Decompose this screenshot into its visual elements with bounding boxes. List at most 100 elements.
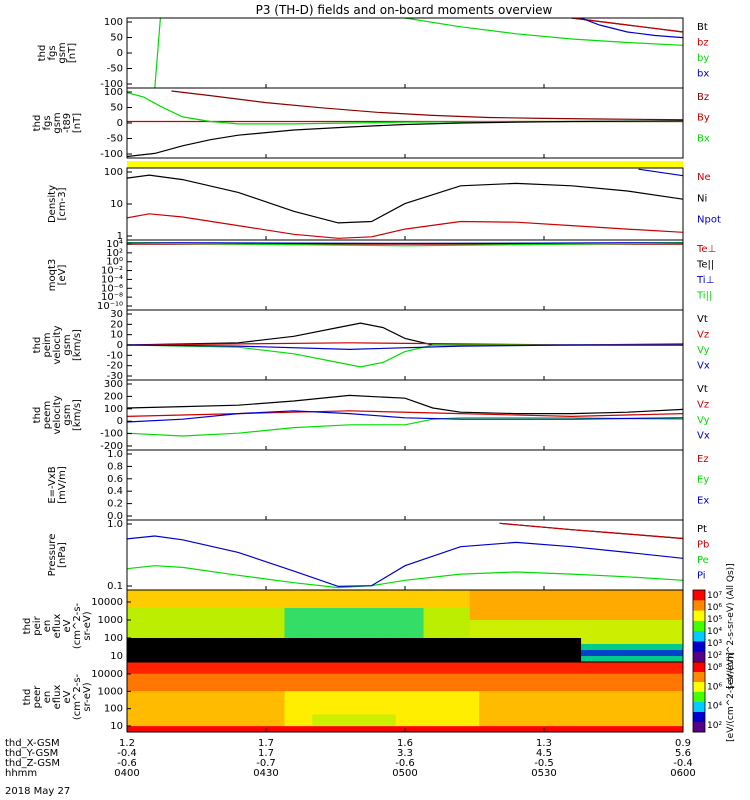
spectrogram-cell — [358, 702, 369, 710]
footer-row-value: 0500 — [392, 768, 417, 779]
spectrogram-cell — [442, 685, 452, 692]
spectrogram-cell — [303, 656, 313, 663]
spectrogram-cell — [191, 632, 202, 639]
spectrogram-cell — [377, 596, 387, 603]
spectrogram-cell — [136, 708, 147, 715]
spectrogram-cell — [479, 691, 489, 698]
legend-entry: Ez — [697, 454, 709, 465]
spectrogram-cell — [469, 650, 480, 657]
spectrogram-cell — [673, 590, 684, 597]
spectrogram-cell — [599, 662, 610, 669]
spectrogram-cell — [154, 650, 165, 657]
spectrogram-cell — [293, 685, 304, 692]
spectrogram-cell — [516, 697, 526, 704]
spectrogram-cell — [219, 685, 230, 692]
spectrogram-cell — [664, 644, 675, 651]
spectrogram-cell — [145, 656, 156, 663]
spectrogram-cell — [266, 614, 276, 621]
spectrogram-cell — [367, 679, 378, 686]
spectrogram-cell — [127, 673, 137, 680]
spectrogram-cell — [553, 702, 564, 710]
spectrogram-cell — [247, 679, 258, 686]
spectrogram-cell — [479, 720, 489, 727]
spectrogram-cell — [201, 697, 211, 704]
spectrogram-cell — [340, 691, 350, 698]
spectrogram-cell — [210, 596, 221, 603]
spectrogram-cell — [562, 632, 573, 639]
spectrogram-cell — [655, 673, 665, 680]
spectrogram-cell — [442, 650, 452, 657]
spectrogram-cell — [553, 632, 564, 639]
spectrogram-cell — [154, 626, 165, 633]
spectrogram-cell — [618, 632, 628, 639]
spectrogram-cell — [581, 702, 591, 710]
spectrogram-cell — [247, 632, 258, 639]
spectrogram-cell — [534, 720, 545, 727]
spectrogram-cell — [618, 726, 628, 733]
footer-row-label: thd_Y-GSM — [5, 748, 58, 759]
spectrogram-cell — [201, 662, 211, 669]
spectrogram-cell — [645, 685, 656, 692]
spectrogram-cell — [219, 632, 230, 639]
spectrogram-cell — [544, 602, 554, 609]
spectrogram-cell — [284, 614, 295, 621]
spectrogram-cell — [432, 685, 443, 692]
spectrogram-cell — [182, 720, 193, 727]
spectrogram-cell — [479, 644, 489, 651]
spectrogram-cell — [256, 632, 267, 639]
spectrogram-cell — [340, 714, 350, 721]
spectrogram-cell — [266, 662, 276, 669]
spectrogram-cell — [423, 650, 434, 657]
spectrogram-cell — [238, 679, 248, 686]
spectrogram-cell — [516, 620, 526, 627]
spectrogram-cell — [367, 673, 378, 680]
spectrogram-cell — [164, 590, 174, 597]
spectrogram-cell — [266, 726, 276, 733]
spectrogram-cell — [201, 691, 211, 698]
spectrogram-cell — [599, 590, 610, 597]
spectrogram-cell — [460, 596, 471, 603]
spectrogram-cell — [553, 697, 564, 704]
spectrogram-cell — [525, 667, 536, 675]
series-line-3 — [127, 410, 683, 423]
spectrogram-cell — [238, 608, 248, 615]
spectrogram-cell — [469, 726, 480, 733]
spectrogram-cell — [414, 697, 425, 704]
spectrogram-cell — [284, 644, 295, 651]
legend-entry: Bt — [697, 22, 708, 33]
spectrogram-cell — [127, 590, 137, 597]
spectrogram-cell — [516, 590, 526, 597]
spectrogram-cell — [293, 673, 304, 680]
spectrogram-cell — [525, 620, 536, 627]
spectrogram-cell — [488, 673, 499, 680]
spectrogram-cell — [321, 720, 332, 727]
spectrogram-cell — [367, 656, 378, 663]
spectrogram-cell — [266, 638, 276, 645]
spectrogram-cell — [414, 720, 425, 727]
spectrogram-cell — [469, 673, 480, 680]
footer-row-value: 1.7 — [258, 738, 274, 749]
y-axis-label: gsm — [62, 334, 73, 355]
spectrogram-cell — [136, 626, 147, 633]
spectrogram-cell — [608, 679, 619, 686]
spectrogram-cell — [340, 708, 350, 715]
colorbar-segment — [693, 620, 705, 632]
y-tick-label: 10⁻⁶ — [101, 283, 123, 294]
y-tick-label: 10⁴ — [106, 239, 123, 250]
spectrogram-cell — [590, 685, 601, 692]
spectrogram-cell — [182, 726, 193, 733]
spectrogram-cell — [618, 714, 628, 721]
spectrogram-cell — [303, 608, 313, 615]
spectrogram-cell — [303, 614, 313, 621]
spectrogram-cell — [386, 608, 397, 615]
spectrogram-cell — [423, 708, 434, 715]
spectrogram-cell — [210, 602, 221, 609]
spectrogram-cell — [432, 596, 443, 603]
spectrogram-cell — [228, 620, 239, 627]
spectrogram-cell — [173, 590, 184, 597]
spectrogram-cell — [562, 656, 573, 663]
colorbar-segment — [693, 651, 705, 663]
colorbar-tick-label: 10⁴ — [707, 627, 722, 637]
series-line-2 — [154, 18, 683, 88]
spectrogram-cell — [590, 614, 601, 621]
